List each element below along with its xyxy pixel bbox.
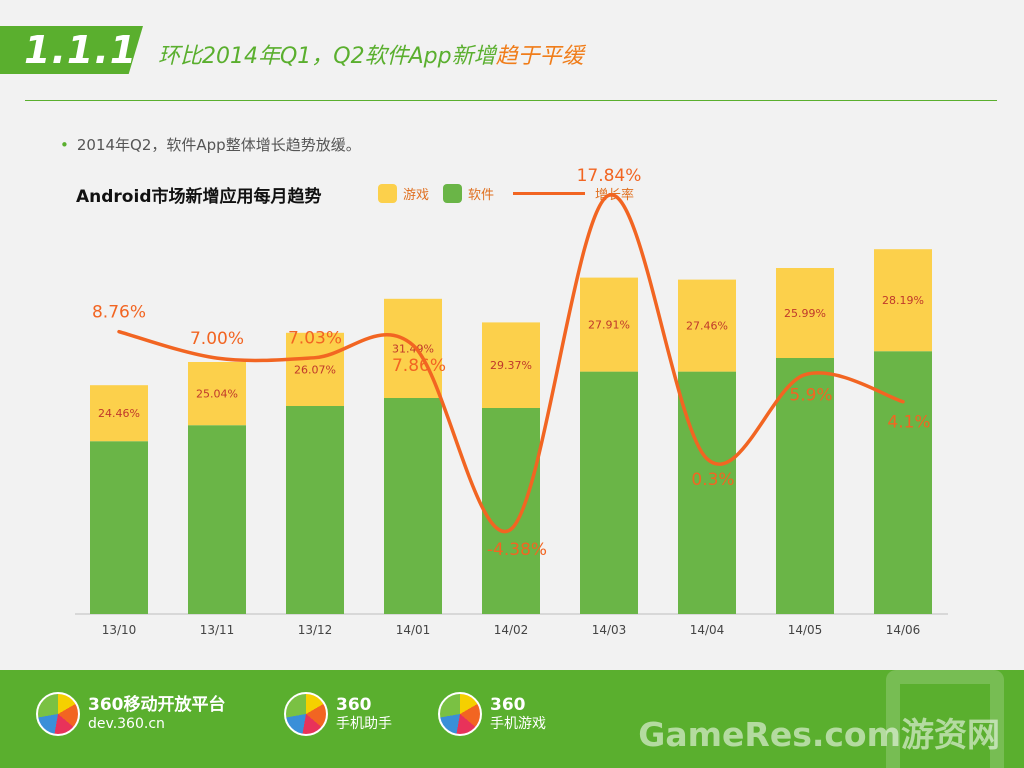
bar-games: [188, 362, 246, 426]
logo-360-assistant-sub: 手机助手: [336, 716, 392, 732]
title-highlight: 趋于平缓: [495, 44, 584, 69]
bar-games-label: 29.37%: [490, 359, 532, 372]
logo-360-dev[interactable]: 360移动开放平台 dev.360.cn: [36, 692, 226, 736]
footer: 360移动开放平台 dev.360.cn 360 手机助手 360 手机游戏 Game…: [0, 670, 1024, 768]
bar-software: [286, 406, 344, 614]
bar-games: [874, 249, 932, 352]
360-ball-icon: [438, 692, 482, 736]
bar-software: [678, 371, 736, 614]
bar-software: [482, 408, 540, 614]
legend-games: 游戏: [378, 184, 429, 203]
legend-games-label: 游戏: [403, 188, 430, 203]
bar-games-label: 26.07%: [294, 363, 336, 376]
watermark: GameRes.com游资网: [638, 715, 1000, 754]
bar-games-label: 27.46%: [686, 320, 728, 333]
bar-software: [90, 441, 148, 614]
legend-games-swatch: [378, 184, 397, 203]
logo-360-assistant-name: 360: [336, 695, 372, 715]
growth-rate-label: 0.3%: [691, 470, 734, 490]
legend-software-label: 软件: [468, 188, 495, 203]
bar-games: [678, 279, 736, 372]
section-number: 1.1.1: [24, 28, 138, 72]
watermark-shield-icon: [886, 670, 1004, 768]
x-tick-label: 14/04: [690, 623, 725, 637]
360-ball-icon: [284, 692, 328, 736]
growth-rate-label: 17.84%: [577, 166, 642, 186]
growth-rate-label: -4.38%: [487, 540, 547, 560]
x-tick-label: 14/03: [592, 623, 627, 637]
logo-360-games-name: 360: [490, 695, 526, 715]
360-ball-icon: [36, 692, 80, 736]
bar-games: [776, 268, 834, 358]
growth-rate-label: 7.86%: [392, 356, 446, 376]
page-title: 环比2014年Q1，Q2软件App新增趋于平缓: [158, 38, 584, 70]
bar-software: [384, 398, 442, 614]
bar-games: [580, 277, 638, 372]
x-tick-label: 13/12: [298, 623, 333, 637]
logo-360-games-sub: 手机游戏: [490, 716, 546, 732]
bar-software: [580, 371, 638, 614]
x-tick-label: 13/10: [102, 623, 137, 637]
logo-360-dev-url: dev.360.cn: [88, 716, 165, 732]
title-main: 环比2014年Q1，Q2软件App新增: [158, 44, 496, 69]
bar-games-label: 25.99%: [784, 307, 826, 320]
section-badge: [0, 26, 143, 74]
legend-growth-line: [513, 192, 585, 195]
growth-rate-label: 7.00%: [190, 329, 244, 349]
bar-games-label: 25.04%: [196, 388, 238, 401]
title-divider: [25, 100, 997, 101]
growth-rate-line: [117, 193, 905, 534]
x-tick-label: 14/06: [886, 623, 921, 637]
chart-title: Android市场新增应用每月趋势: [76, 187, 322, 207]
bar-games: [286, 332, 344, 406]
growth-rate-label: 5.9%: [789, 386, 832, 406]
logo-360-games[interactable]: 360 手机游戏: [438, 692, 546, 736]
growth-rate-label: 4.1%: [887, 413, 930, 433]
bar-games-label: 24.46%: [98, 407, 140, 420]
x-tick-label: 14/05: [788, 623, 823, 637]
bar-games: [90, 385, 148, 442]
growth-rate-label: 7.03%: [288, 329, 342, 349]
bar-software: [188, 425, 246, 614]
bullet-dot-icon: •: [60, 136, 69, 154]
bar-software: [776, 358, 834, 614]
x-tick-label: 14/01: [396, 623, 431, 637]
bar-games-label: 27.91%: [588, 319, 630, 332]
x-tick-label: 13/11: [200, 623, 235, 637]
chart-plot: 24.46% 13/10 25.04% 13/11 26.07% 13/12 31.49% 1…: [75, 166, 948, 637]
logo-360-dev-name: 360移动开放平台: [88, 695, 226, 715]
bullet-text: 2014年Q2，软件App整体增长趋势放缓。: [76, 136, 361, 154]
bar-games-label: 28.19%: [882, 294, 924, 307]
bar-software: [874, 351, 932, 614]
legend-software-swatch: [443, 184, 462, 203]
x-tick-label: 14/02: [494, 623, 529, 637]
bullet-point: • 2014年Q2，软件App整体增长趋势放缓。: [60, 134, 361, 155]
growth-rate-label: 8.76%: [92, 303, 146, 323]
logo-360-assistant[interactable]: 360 手机助手: [284, 692, 392, 736]
legend-software: 软件: [443, 184, 494, 203]
bar-games: [482, 322, 540, 408]
bar-games-label: 31.49%: [392, 342, 434, 355]
